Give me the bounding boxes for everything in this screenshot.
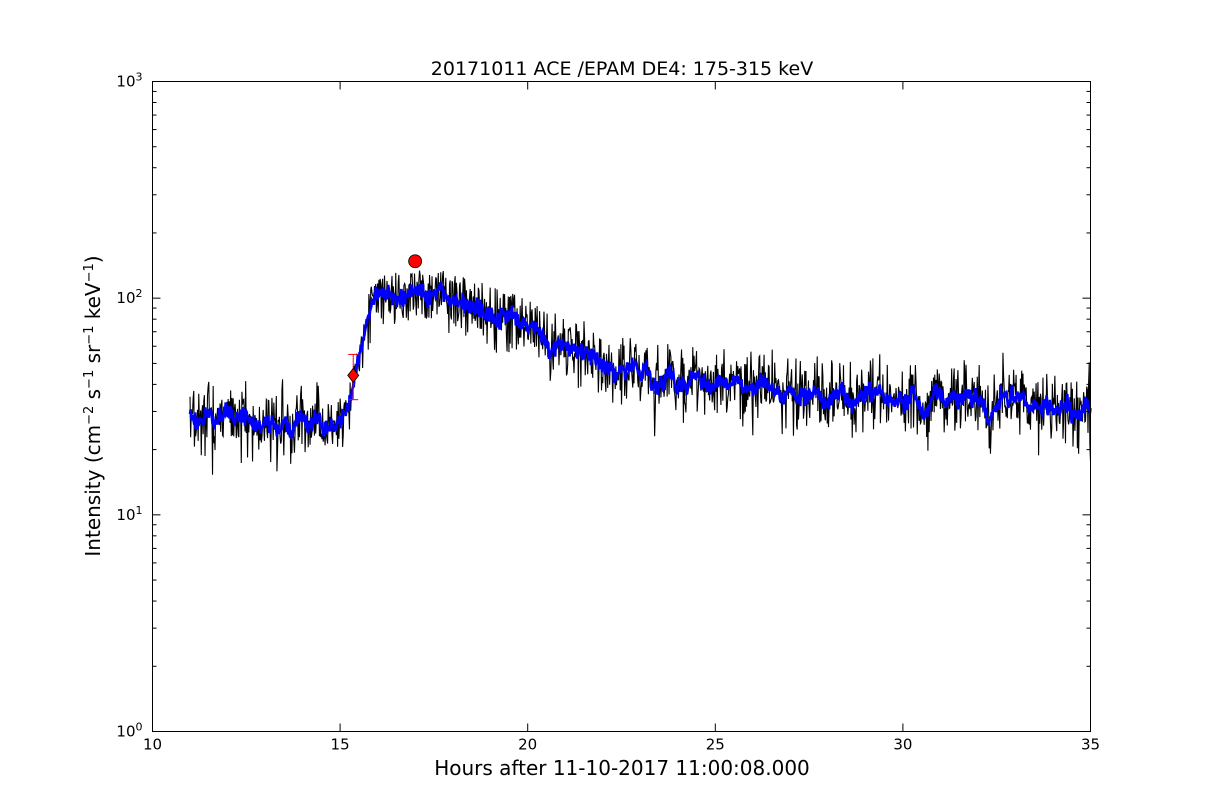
peak-marker: [408, 254, 423, 269]
x-axis-label: Hours after 11-10-2017 11:00:08.000: [434, 756, 810, 780]
raw-intensity-series: [189, 270, 1092, 475]
chart-title: 20171011 ACE /EPAM DE4: 175-315 keV: [431, 58, 813, 80]
plot-frame: [152, 81, 1091, 732]
y-tick-label: 100: [116, 720, 142, 741]
onset-marker: [347, 367, 360, 384]
x-axis: 10 15 20 25 30 35: [143, 81, 1100, 754]
x-tick-label: 15: [331, 736, 350, 754]
raw-intensity-line: [189, 270, 1092, 475]
x-tick-label: 25: [706, 736, 725, 754]
marker-layer: [347, 254, 423, 401]
y-axis-label: Intensity (cm−2 s−1 sr−1 keV−1): [81, 255, 105, 556]
x-tick-label: 10: [143, 736, 162, 754]
y-tick-label: 102: [116, 287, 142, 308]
y-tick-label: 103: [116, 70, 142, 91]
y-axis: 100 101 102 103: [116, 70, 1091, 741]
plot-area: [152, 81, 1092, 732]
smoothed-intensity-line: [188, 282, 1092, 441]
x-tick-label: 30: [893, 736, 912, 754]
x-tick-label: 35: [1081, 736, 1100, 754]
y-tick-label: 101: [116, 503, 142, 524]
smoothed-intensity-series: [188, 282, 1092, 441]
x-tick-label: 20: [518, 736, 537, 754]
